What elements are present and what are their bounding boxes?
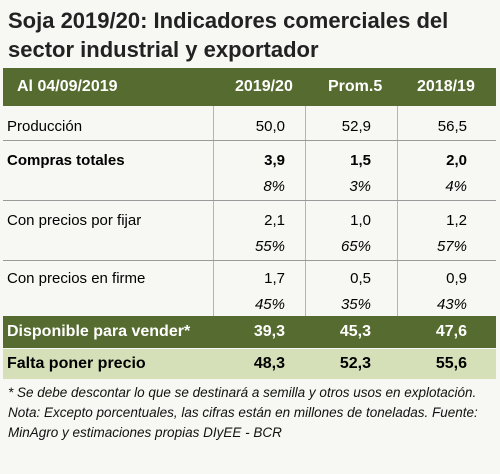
column-header-2018-19: 2018/19 <box>417 78 475 95</box>
value-2019-20: 1,7 <box>264 270 285 287</box>
value-prom5: 1,0 <box>350 212 371 229</box>
value-2018-19: 47,6 <box>435 323 467 340</box>
value-prom5: 1,5 <box>350 152 371 169</box>
value-2019-20: 3,9 <box>264 152 285 169</box>
column-divider <box>397 106 398 316</box>
row-label: Producción <box>7 118 83 135</box>
value-2019-20: 2,1 <box>264 212 285 229</box>
row-divider <box>3 200 496 201</box>
row-label: Con precios en firme <box>7 270 146 287</box>
row-label: Falta poner precio <box>7 355 146 372</box>
page-title: Soja 2019/20: Indicadores comerciales de… <box>8 8 449 62</box>
table-header: Al 04/09/2019 2019/20 Prom.5 2018/19 <box>3 68 496 106</box>
value-prom5: 45,3 <box>339 323 371 340</box>
value-2018-19: 56,5 <box>437 118 467 135</box>
value-2018-19: 55,6 <box>435 355 467 372</box>
value-2018-19: 0,9 <box>446 270 467 287</box>
row-divider <box>3 140 496 141</box>
table-row-disponible: Disponible para vender* 39,3 45,3 47,6 <box>3 316 496 348</box>
pct-2019-20: 45% <box>254 296 285 313</box>
date-header: Al 04/09/2019 <box>17 78 118 95</box>
value-2018-19: 1,2 <box>446 212 467 229</box>
pct-2018-19: 57% <box>436 238 467 255</box>
value-2019-20: 39,3 <box>253 323 285 340</box>
row-divider <box>3 260 496 261</box>
value-prom5: 0,5 <box>350 270 371 287</box>
pct-2018-19: 43% <box>436 296 467 313</box>
table-row-falta-poner-precio: Falta poner precio 48,3 52,3 55,6 <box>3 349 496 379</box>
row-label: Disponible para vender* <box>7 323 191 340</box>
value-prom5: 52,9 <box>341 118 371 135</box>
column-divider <box>305 106 306 316</box>
row-label: Con precios por fijar <box>7 212 142 229</box>
value-2018-19: 2,0 <box>446 152 467 169</box>
pct-prom5: 35% <box>340 296 371 313</box>
value-prom5: 52,3 <box>339 355 371 372</box>
value-2019-20: 50,0 <box>255 118 285 135</box>
pct-2018-19: 4% <box>445 178 467 195</box>
column-header-prom5: Prom.5 <box>328 78 383 95</box>
row-label: Compras totales <box>7 152 125 169</box>
pct-2019-20: 55% <box>254 238 285 255</box>
column-divider <box>213 106 214 316</box>
pct-2019-20: 8% <box>263 178 285 195</box>
pct-prom5: 65% <box>340 238 371 255</box>
pct-prom5: 3% <box>349 178 371 195</box>
footnote: * Se debe descontar lo que se destinará … <box>8 385 478 440</box>
value-2019-20: 48,3 <box>253 355 285 372</box>
column-header-2019-20: 2019/20 <box>235 78 293 95</box>
